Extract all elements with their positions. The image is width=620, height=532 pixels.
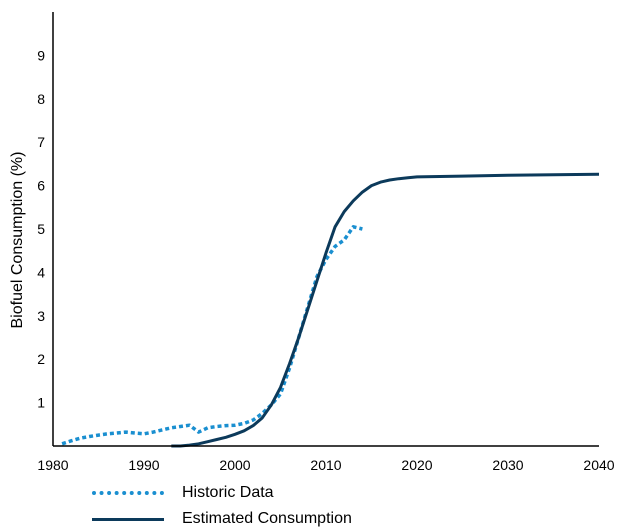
x-tick-labels: 1980 1990 2000 2010 2020 2030 2040 <box>37 457 614 473</box>
x-tick-label: 1990 <box>128 457 159 473</box>
x-tick-label: 2010 <box>310 457 341 473</box>
y-tick-labels: 1 2 3 4 5 6 7 8 9 <box>37 47 45 410</box>
legend-label-estimated: Estimated Consumption <box>182 510 352 527</box>
legend-item-historic: Historic Data <box>92 480 352 506</box>
x-tick-label: 2030 <box>492 457 523 473</box>
y-tick-label: 6 <box>37 178 45 194</box>
x-tick-label: 2040 <box>583 457 614 473</box>
legend: Historic Data Estimated Consumption <box>92 480 352 532</box>
y-tick-label: 8 <box>37 91 45 107</box>
legend-swatch-estimated <box>92 517 164 521</box>
legend-swatch-historic <box>92 491 164 495</box>
y-tick-label: 4 <box>37 264 45 280</box>
x-tick-label: 2020 <box>401 457 432 473</box>
y-axis-label: Biofuel Consumption (%) <box>9 152 26 329</box>
legend-item-estimated: Estimated Consumption <box>92 506 352 532</box>
y-tick-label: 7 <box>37 134 45 150</box>
historic-data-line <box>61 225 363 446</box>
y-tick-label: 9 <box>37 47 45 63</box>
x-tick-label: 2000 <box>219 457 250 473</box>
series-layer <box>61 172 600 448</box>
y-tick-label: 1 <box>37 395 45 411</box>
legend-label-historic: Historic Data <box>182 484 274 501</box>
y-tick-label: 2 <box>37 351 45 367</box>
estimated-consumption-line <box>171 172 600 448</box>
y-tick-label: 5 <box>37 221 45 237</box>
x-tick-label: 1980 <box>37 457 68 473</box>
y-tick-label: 3 <box>37 308 45 324</box>
